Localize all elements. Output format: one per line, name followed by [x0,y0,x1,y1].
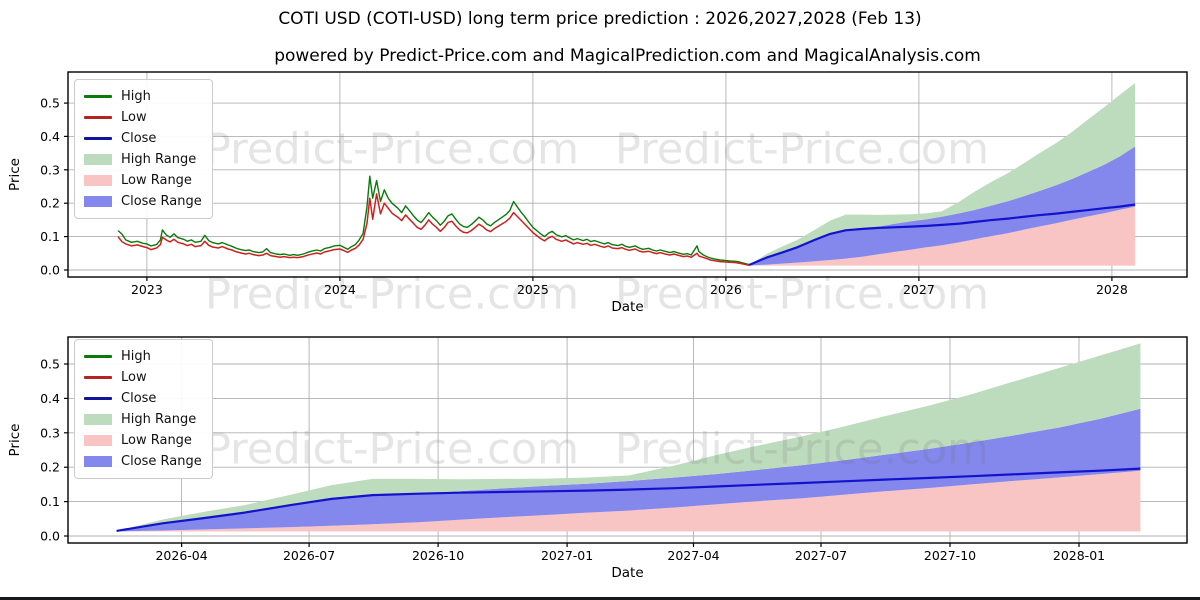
x-tick-label: 2028-01 [1053,548,1105,563]
y-tick-label: 0.2 [40,460,60,475]
x-tick-label: 2027-10 [924,548,976,563]
legend-label: Close [121,131,157,146]
legend-item-high: High [84,347,202,366]
legend-item-low: Low [84,108,202,127]
y-tick-label: 0.0 [40,263,60,278]
legend-item-close-range: Close Range [84,192,202,211]
legend-item-low-range: Low Range [84,431,202,450]
close-range-area [749,146,1136,266]
x-tick-label: 2026-10 [412,548,464,563]
x-tick-label: 2028 [1096,282,1128,297]
x-tick-label: 2025 [517,282,549,297]
y-tick-label: 0.5 [40,96,60,111]
legend-label: High Range [121,412,197,427]
legend-label: Low Range [121,433,192,448]
chart-title: COTI USD (COTI-USD) long term price pred… [278,9,922,29]
legend-fill-swatch [84,414,112,425]
plot-border [67,336,1188,544]
legend-label: Close [121,391,157,406]
x-axis-label: Date [611,299,643,315]
high-range-area [116,343,1141,531]
legend-fill-swatch [84,456,112,467]
close-range-area [116,408,1141,532]
watermark-text: Predict-Price.com [615,425,989,475]
y-tick-label: 0.4 [40,391,60,406]
low-range-area [749,206,1136,266]
legend-top-chart: High Low Close High Range Low Range Close Ran… [74,79,213,219]
x-tick-label: 2027-07 [795,548,847,563]
watermark-text: Predict-Price.com [205,425,579,475]
legend-label: Close Range [121,454,202,469]
y-tick-label: 0.1 [40,229,60,244]
x-axis-label: Date [611,565,643,581]
history-low-line [117,193,750,267]
x-tick-label: 2026-07 [283,548,335,563]
watermark-text: Predict-Price.com [205,270,579,320]
legend-line-swatch [84,137,112,140]
legend-fill-swatch [84,175,112,186]
legend-item-low-range: Low Range [84,171,202,190]
y-tick-label: 0.0 [40,529,60,544]
legend-label: Low Range [121,173,192,188]
legend-label: High Range [121,152,197,167]
legend-line-swatch [84,355,112,358]
prediction-close-line [748,203,1136,267]
legend-label: High [121,349,151,364]
watermark-text: Predict-Price.com [615,270,989,320]
legend-label: Low [121,110,147,125]
y-tick-label: 0.1 [40,494,60,509]
x-tick-label: 2026-04 [155,548,207,563]
legend-line-swatch [84,397,112,400]
legend-item-high-range: High Range [84,150,202,169]
legend-fill-swatch [84,154,112,165]
legend-item-close: Close [84,389,202,408]
legend-line-swatch [84,376,112,379]
watermark-text: Predict-Price.com [615,125,989,175]
y-tick-label: 0.4 [40,129,60,144]
y-tick-label: 0.2 [40,196,60,211]
legend-line-swatch [84,116,112,119]
y-tick-label: 0.5 [40,357,60,372]
x-tick-label: 2027-04 [667,548,719,563]
y-tick-label: 0.3 [40,162,60,177]
legend-item-close: Close [84,129,202,148]
y-axis-label: Price [7,158,23,191]
plot-border [67,71,1188,278]
legend-item-close-range: Close Range [84,452,202,471]
legend-label: Close Range [121,194,202,209]
legend-item-high-range: High Range [84,410,202,429]
x-tick-label: 2027-01 [541,548,593,563]
legend-item-low: Low [84,368,202,387]
x-tick-label: 2027 [903,282,935,297]
low-range-area [116,470,1141,532]
legend-fill-swatch [84,435,112,446]
prediction-close-line [116,467,1141,532]
legend-line-swatch [84,95,112,98]
screenshot-bottom-border [0,597,1200,600]
watermark-text: Predict-Price.com [205,125,579,175]
y-tick-label: 0.3 [40,425,60,440]
chart-subtitle: powered by Predict-Price.com and Magical… [274,46,981,66]
legend-bottom-chart: High Low Close High Range Low Range Close Ran… [74,339,213,479]
legend-fill-swatch [84,196,112,207]
x-tick-label: 2024 [324,282,356,297]
legend-label: High [121,89,151,104]
legend-item-high: High [84,87,202,106]
history-high-line [117,175,750,266]
y-axis-label: Price [7,424,23,457]
x-tick-label: 2023 [131,282,163,297]
high-range-area [749,83,1136,265]
x-tick-label: 2026 [710,282,742,297]
legend-label: Low [121,370,147,385]
